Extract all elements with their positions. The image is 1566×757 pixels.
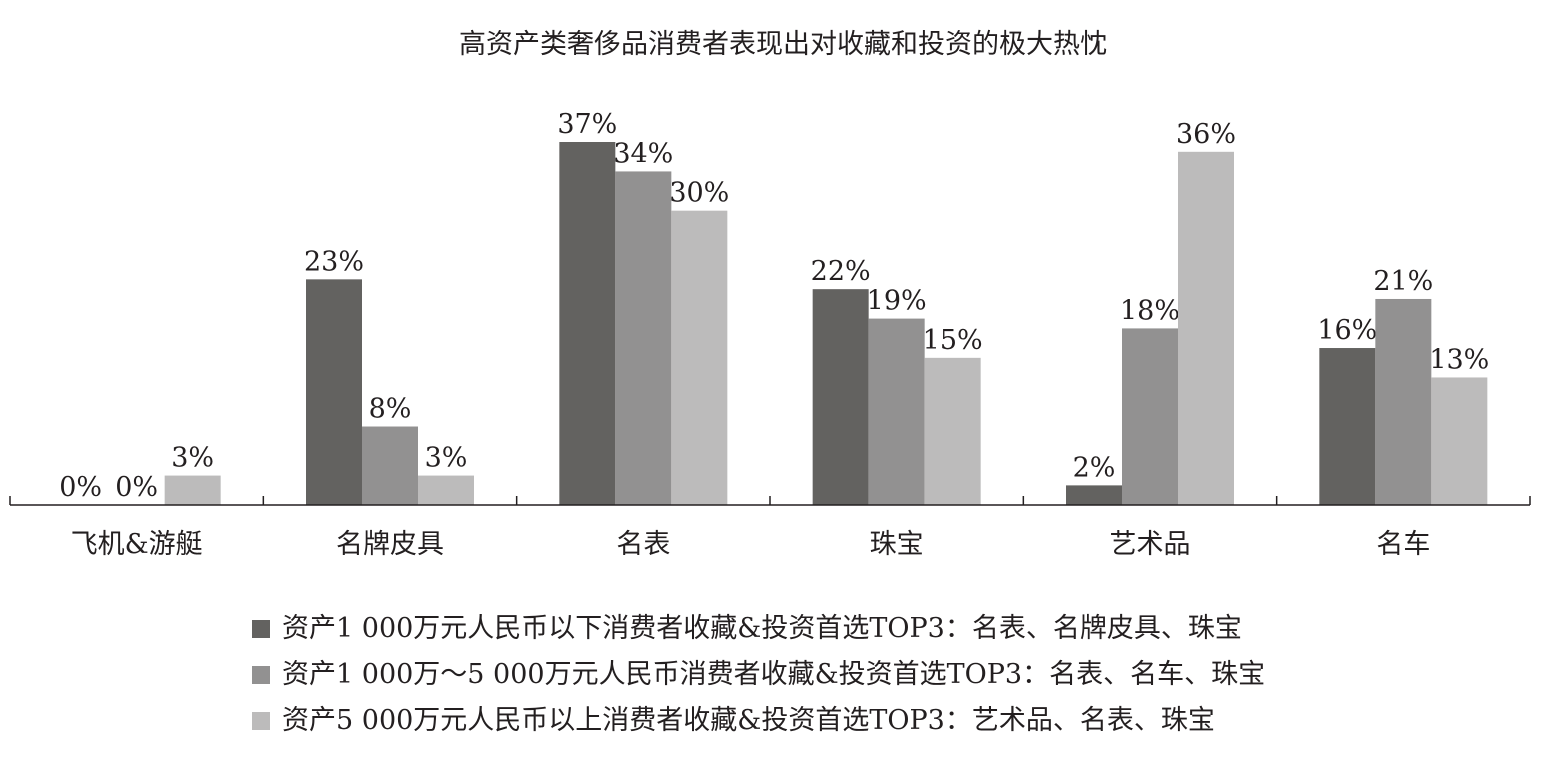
legend-item: 资产1 000万元人民币以下消费者收藏&投资首选TOP3：名表、名牌皮具、珠宝 — [252, 606, 1265, 652]
legend-item: 资产5 000万元人民币以上消费者收藏&投资首选TOP3：艺术品、名表、珠宝 — [252, 698, 1265, 744]
data-label: 18% — [1120, 295, 1180, 326]
category-label: 名牌皮具 — [336, 529, 444, 560]
bar-chart: 0% 0% 3% 飞机&游艇 23% 8% 3% 名牌皮具 37%34% 30% 名表 22%19% 1… — [9, 109, 1531, 560]
legend-swatch-series-1 — [252, 620, 270, 638]
data-label: 23% — [304, 246, 364, 277]
bar-2-series-1 — [306, 279, 362, 505]
data-label: 22% — [811, 256, 871, 287]
bar-5-series-1 — [1066, 485, 1122, 505]
data-label: 0% — [115, 472, 158, 503]
data-label: 8% — [369, 394, 412, 425]
data-label: 2% — [1073, 452, 1116, 483]
data-label: 13% — [1429, 344, 1489, 375]
chart-title: 高资产类奢侈品消费者表现出对收藏和投资的极大热忱 — [459, 29, 1107, 60]
legend-item: 资产1 000万～5 000万元人民币消费者收藏&投资首选TOP3：名表、名车、… — [252, 652, 1265, 698]
category-label: 名车 — [1376, 529, 1430, 560]
bar-3-series-1 — [559, 142, 616, 505]
bar-6-series-2 — [1375, 298, 1432, 505]
data-label: 0% — [59, 472, 102, 503]
legend-swatch-series-3 — [252, 712, 270, 730]
legend-label-series-2: 资产1 000万～5 000万元人民币消费者收藏&投资首选TOP3：名表、名车、… — [282, 659, 1266, 690]
bar-1-series-3 — [164, 475, 221, 505]
bar-6-series-1 — [1319, 348, 1376, 505]
category-label: 珠宝 — [870, 529, 924, 560]
bar-4-series-1 — [812, 289, 869, 505]
bar-5-series-2 — [1122, 328, 1178, 505]
category-label: 艺术品 — [1110, 529, 1191, 560]
bar-2-series-2 — [362, 426, 418, 505]
data-label: 34% — [613, 138, 673, 169]
legend-label-series-3: 资产5 000万元人民币以上消费者收藏&投资首选TOP3：艺术品、名表、珠宝 — [282, 705, 1215, 736]
data-label: 37% — [557, 109, 617, 140]
bar-4-series-2 — [868, 318, 925, 505]
category-label: 名表 — [616, 529, 670, 560]
bar-3-series-2 — [615, 171, 672, 505]
bar-2-series-3 — [418, 475, 474, 505]
data-label: 21% — [1373, 266, 1433, 297]
bar-4-series-3 — [924, 357, 981, 505]
bar-5-series-3 — [1178, 151, 1234, 506]
data-label: 3% — [425, 443, 468, 474]
legend-label-series-1: 资产1 000万元人民币以下消费者收藏&投资首选TOP3：名表、名牌皮具、珠宝 — [282, 613, 1242, 644]
category-label: 飞机&游艇 — [71, 529, 203, 560]
data-label: 16% — [1317, 315, 1377, 346]
bar-6-series-3 — [1431, 377, 1488, 505]
data-label: 15% — [923, 325, 983, 356]
data-label: 30% — [669, 178, 729, 209]
bar-3-series-3 — [671, 210, 728, 506]
legend: 资产1 000万元人民币以下消费者收藏&投资首选TOP3：名表、名牌皮具、珠宝 … — [252, 606, 1265, 744]
data-label: 36% — [1176, 119, 1236, 150]
legend-swatch-series-2 — [252, 666, 270, 684]
data-label: 19% — [867, 286, 927, 317]
data-label: 3% — [171, 443, 214, 474]
